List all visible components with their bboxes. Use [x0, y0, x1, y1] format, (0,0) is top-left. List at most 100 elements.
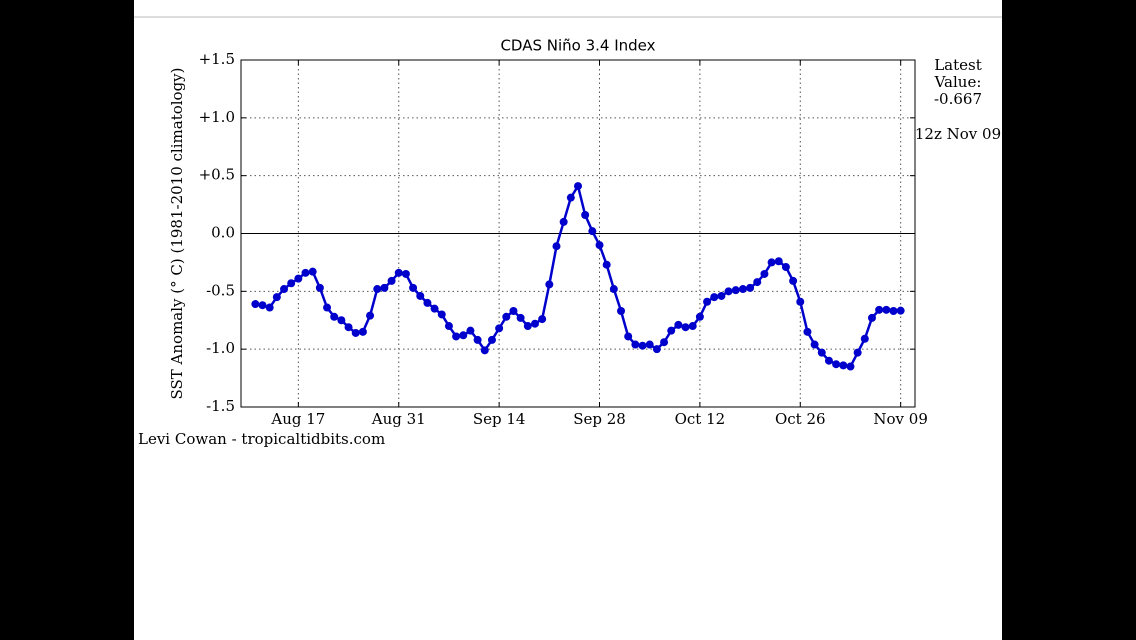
data-point: [860, 334, 869, 343]
data-point: [545, 280, 554, 289]
x-tick-label: Sep 14: [473, 410, 526, 428]
data-point: [581, 210, 590, 219]
data-point: [380, 283, 389, 292]
data-point: [746, 283, 755, 292]
data-point: [423, 298, 432, 307]
data-point: [846, 362, 855, 371]
data-point: [832, 360, 841, 369]
data-point: [509, 306, 518, 315]
y-tick-label: -0.5: [206, 281, 235, 299]
data-point: [817, 348, 826, 357]
data-point: [373, 285, 382, 294]
data-point: [280, 285, 289, 294]
annotation: 12z Nov 09: [915, 125, 1001, 143]
y-tick-label: +1.0: [199, 108, 235, 126]
data-point: [516, 313, 525, 322]
data-point: [473, 335, 482, 344]
data-point: [753, 278, 762, 287]
data-point: [523, 322, 532, 331]
data-point: [660, 338, 669, 347]
data-point: [595, 241, 604, 250]
data-point: [839, 361, 848, 370]
data-point: [559, 217, 568, 226]
x-tick-label: Aug 31: [371, 410, 426, 428]
data-point: [530, 319, 539, 328]
data-point: [652, 345, 661, 354]
data-point: [315, 283, 324, 292]
data-point: [695, 312, 704, 321]
data-point: [645, 340, 654, 349]
data-point: [265, 303, 274, 312]
data-point: [459, 331, 468, 340]
data-point: [323, 303, 332, 312]
data-point: [394, 268, 403, 277]
data-point: [875, 305, 884, 314]
data-point: [287, 279, 296, 288]
data-point: [437, 310, 446, 319]
data-point: [803, 327, 812, 336]
data-point: [358, 327, 367, 336]
viewer: [134, 0, 1002, 640]
data-point: [387, 276, 396, 285]
data-point: [774, 257, 783, 266]
data-point: [538, 315, 547, 324]
y-tick-label: +0.5: [199, 166, 235, 184]
annotation: Value:: [934, 73, 982, 91]
data-point: [617, 306, 626, 315]
data-point: [796, 297, 805, 306]
data-point: [760, 269, 769, 278]
data-point: [502, 312, 511, 321]
data-point: [624, 332, 633, 341]
data-point: [294, 274, 303, 283]
data-point: [638, 341, 647, 350]
data-point: [767, 258, 776, 267]
data-point: [272, 293, 281, 302]
data-point: [308, 267, 317, 276]
data-point: [609, 285, 618, 294]
annotation: -0.667: [934, 90, 982, 108]
data-point: [480, 346, 489, 355]
data-point: [896, 306, 905, 315]
data-point: [724, 287, 733, 296]
data-point: [337, 316, 346, 325]
y-axis-label: SST Anomaly (° C) (1981-2010 climatology…: [168, 67, 186, 399]
data-point: [251, 300, 260, 309]
x-tick-label: Sep 28: [573, 410, 626, 428]
data-point: [731, 286, 740, 295]
y-tick-label: -1.0: [206, 339, 235, 357]
data-point: [824, 356, 833, 365]
data-point: [717, 291, 726, 300]
chart: -1.5 -1.0 -0.5 0.0 +0.5 +1.0 +1.5 Aug 17 Aug 31 S…: [138, 37, 1001, 449]
data-point: [789, 276, 798, 285]
data-point: [867, 313, 876, 322]
data-point: [566, 193, 575, 202]
plot-frame: [240, 59, 916, 408]
data-point: [416, 291, 425, 300]
data-point: [466, 326, 475, 335]
data-point: [738, 285, 747, 294]
data-point: [401, 269, 410, 278]
data-point: [258, 301, 267, 310]
data-point: [444, 322, 453, 331]
y-tick-label: +1.5: [199, 50, 235, 68]
data-point: [301, 268, 310, 277]
data-point: [681, 323, 690, 332]
data-point: [882, 305, 891, 314]
x-tick-label: Nov 09: [873, 410, 928, 428]
credit: Levi Cowan - tropicaltidbits.com: [138, 430, 385, 448]
data-point: [495, 324, 504, 333]
data-point: [688, 322, 697, 331]
data-point: [366, 311, 375, 320]
data-point: [574, 182, 582, 191]
data-point: [409, 283, 418, 292]
data-point: [781, 263, 790, 272]
data-point: [710, 293, 719, 302]
data-point: [703, 297, 712, 306]
y-tick-label: -1.5: [206, 397, 235, 415]
data-point: [452, 332, 461, 341]
data-point: [487, 335, 496, 344]
data-point: [667, 326, 676, 335]
data-point: [631, 340, 640, 349]
